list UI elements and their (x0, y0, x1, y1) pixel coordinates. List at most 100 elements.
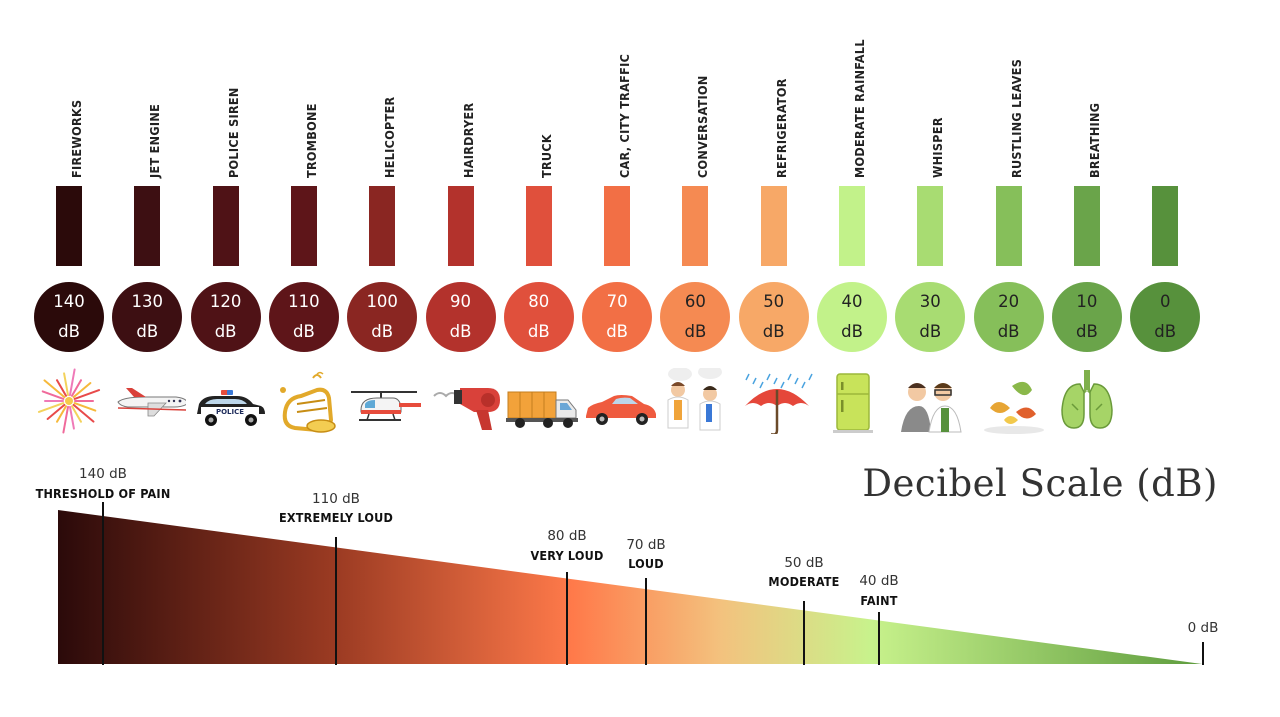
level-bar (525, 186, 552, 266)
db-circle: 100 dB (347, 282, 418, 352)
db-unit: dB (997, 322, 1020, 341)
airplane-icon (108, 368, 187, 434)
marker-category-label: LOUD (628, 556, 664, 571)
db-circle: 30 dB (895, 282, 966, 352)
hairdryer-icon (422, 368, 500, 434)
level-bar (1152, 186, 1179, 266)
db-value: 10 (1076, 292, 1098, 311)
db-circle: 40 dB (817, 282, 887, 352)
source-column: BREATHING 10 dB (1048, 0, 1126, 440)
marker-tick (335, 537, 337, 665)
db-value: 130 (131, 292, 164, 311)
db-value: 140 (53, 292, 85, 311)
db-value: 20 (998, 292, 1020, 311)
db-circle: 110 dB (268, 282, 339, 352)
police-car-icon: POLICE (187, 368, 265, 434)
source-column: HAIRDRYER 90 dB (422, 0, 500, 440)
db-value: 70 (606, 292, 628, 311)
db-value: 60 (684, 292, 706, 311)
db-unit: dB (606, 322, 628, 341)
db-unit: dB (214, 322, 237, 341)
marker-db-label: 70 dB (626, 537, 666, 553)
source-column: TRUCK 80 dB (500, 0, 578, 440)
marker-tick (566, 572, 568, 665)
level-bar (134, 186, 161, 266)
level-bar (290, 186, 317, 266)
marker-category-label: MODERATE (768, 574, 840, 589)
source-column: HELICOPTER 100 dB (343, 0, 422, 440)
marker-category-label: EXTREMELY LOUD (278, 510, 394, 525)
helicopter-icon (343, 368, 422, 434)
db-unit: dB (684, 322, 707, 341)
db-circle: 50 dB (738, 282, 809, 352)
db-circle: 20 dB (973, 282, 1044, 352)
db-value: 0 (1159, 292, 1171, 311)
db-unit: dB (449, 322, 472, 341)
level-bar (369, 186, 396, 266)
db-value: 30 (919, 292, 941, 311)
db-unit: dB (371, 322, 394, 341)
marker-db-label: 80 dB (547, 528, 587, 544)
db-circle: 80 dB (503, 282, 574, 352)
level-bar (447, 186, 474, 266)
db-value: 110 (288, 292, 320, 311)
db-circle: 120 dB (190, 282, 261, 352)
marker-category-label: VERY LOUD (530, 548, 604, 563)
refrigerator-icon (813, 368, 891, 434)
db-circle: 130 dB (112, 282, 183, 352)
source-column: WHISPER 30 dB (891, 0, 969, 440)
source-column: TROMBONE 110 dB (265, 0, 343, 440)
source-column: JET ENGINE 130 dB (108, 0, 187, 440)
source-column: REFRIGERATOR 50 dB (735, 0, 813, 440)
level-bar (760, 186, 787, 266)
source-column: POLICE SIREN 120 dB POLICE (187, 0, 265, 440)
source-column: CAR, CITY TRAFFIC 70 dB (578, 0, 657, 440)
db-value: 40 (841, 292, 863, 311)
trombone-icon (265, 368, 343, 434)
db-value: 50 (763, 292, 785, 311)
db-value: 90 (450, 292, 471, 311)
truck-icon (500, 368, 578, 434)
conversation-icon (656, 368, 734, 434)
db-circle: 60 dB (660, 282, 731, 352)
db-unit: dB (292, 322, 315, 341)
page-title: Decibel Scale (dB) (862, 462, 1218, 505)
source-column: CONVERSATION 60 dB (656, 0, 734, 440)
fireworks-icon (30, 368, 108, 434)
level-bar (56, 186, 82, 266)
db-circle: 10 dB (1051, 282, 1122, 352)
level-bar (682, 186, 709, 266)
marker-db-label: 110 dB (312, 491, 360, 507)
db-circle: 70 dB (582, 282, 653, 352)
db-unit: dB (1075, 322, 1098, 341)
marker-category-label: FAINT (860, 593, 898, 608)
marker-tick (102, 502, 104, 665)
marker-tick (645, 578, 647, 665)
db-unit: dB (1154, 322, 1177, 341)
level-bar (604, 186, 631, 266)
db-unit: dB (58, 322, 80, 341)
source-column: MODERATE RAINFALL 40 dB (813, 0, 891, 440)
db-unit: dB (919, 322, 942, 341)
source-column: RUSTLING LEAVES 20 dB (970, 0, 1048, 440)
db-unit: dB (527, 322, 550, 341)
level-bar (1073, 186, 1100, 266)
db-unit: dB (136, 322, 159, 341)
marker-db-label: 50 dB (784, 555, 824, 571)
marker-db-label: 140 dB (79, 466, 127, 482)
umbrella-rain-icon (735, 368, 813, 434)
source-column: 0 dB (1126, 0, 1204, 440)
db-circle: 90 dB (425, 282, 496, 352)
whisper-icon (891, 368, 969, 434)
level-bar (212, 186, 239, 266)
car-icon (578, 368, 657, 434)
db-unit: dB (762, 322, 785, 341)
marker-tick (803, 601, 805, 665)
db-unit: dB (841, 322, 863, 341)
source-column: FIREWORKS 140 dB (30, 0, 108, 440)
level-bar (839, 186, 865, 266)
db-value: 120 (209, 292, 242, 311)
marker-category-label: THRESHOLD OF PAIN (35, 486, 171, 501)
